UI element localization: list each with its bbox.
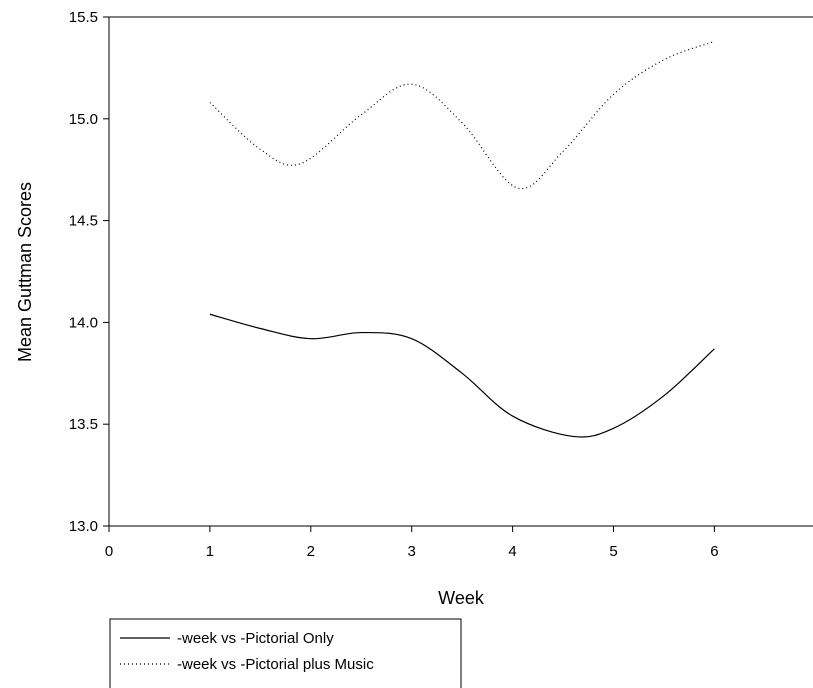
x-tick-label: 1 xyxy=(206,543,214,560)
series-line-pictorial-only xyxy=(209,313,715,438)
legend-label-pictorial-only: -week vs -Pictorial Only xyxy=(177,630,334,647)
x-tick-label: 6 xyxy=(710,543,718,560)
y-tick-label: 14.5 xyxy=(69,213,98,230)
y-tick-label: 13.0 xyxy=(69,518,98,535)
x-tick-label: 3 xyxy=(408,543,416,560)
legend-box xyxy=(109,618,462,688)
series-lines xyxy=(209,40,715,438)
y-axis-ticks: 13.0 13.5 14.0 14.5 15.0 15.5 xyxy=(69,9,109,535)
legend-label-pictorial-plus-music: -week vs -Pictorial plus Music xyxy=(177,656,374,673)
x-tick-label: 0 xyxy=(105,543,113,560)
series-line-pictorial-plus-music xyxy=(209,40,715,190)
y-tick-label: 15.0 xyxy=(69,111,98,128)
axes xyxy=(108,16,813,527)
x-tick-label: 2 xyxy=(307,543,315,560)
y-axis-label: Mean Guttman Scores xyxy=(15,182,35,362)
y-tick-label: 15.5 xyxy=(69,9,98,26)
x-axis-label: Week xyxy=(438,588,485,608)
legend: -week vs -Pictorial Only -week vs -Picto… xyxy=(109,618,462,688)
x-tick-label: 4 xyxy=(508,543,516,560)
x-tick-label: 5 xyxy=(609,543,617,560)
x-axis-ticks: 0 1 2 3 4 5 6 xyxy=(105,526,719,560)
y-tick-label: 14.0 xyxy=(69,314,98,331)
y-tick-label: 13.5 xyxy=(69,416,98,433)
